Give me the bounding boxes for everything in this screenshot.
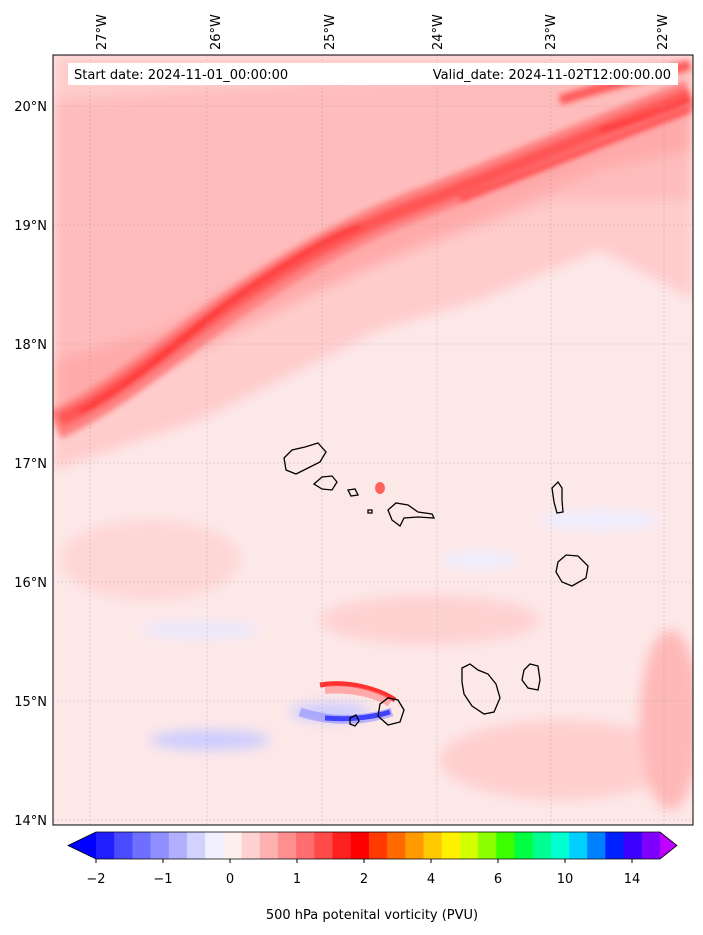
header-box (68, 63, 678, 85)
colorbar-segment (332, 832, 352, 859)
lon-label: 26°W (209, 14, 224, 50)
lon-label: 27°W (95, 14, 110, 50)
colorbar-segment (587, 832, 607, 859)
latitude-labels: 20°N 19°N 18°N 17°N 16°N 15°N 14°N (14, 100, 47, 829)
island-santo-antao (283, 442, 327, 475)
colorbar-tick-label: −2 (86, 872, 105, 887)
colorbar-extend-left (68, 832, 96, 859)
colorbar-segment (314, 832, 334, 859)
island-sal (551, 480, 564, 514)
start-date-label: Start date: 2024-11-01_00:00:00 (74, 68, 288, 83)
lon-label: 25°W (323, 14, 338, 50)
colorbar-title: 500 hPa potenital vorticity (PVU) (266, 908, 478, 923)
colorbar-segment (623, 832, 643, 859)
island-fogo (377, 697, 405, 726)
lat-label: 16°N (14, 576, 47, 591)
lat-label: 17°N (14, 457, 47, 472)
colorbar-tick-labels: −2 −1 0 1 2 4 6 10 14 (86, 872, 640, 887)
colorbar (67, 831, 678, 863)
lat-label: 14°N (14, 814, 47, 829)
island-brava (349, 714, 360, 727)
colorbar-segment (114, 832, 133, 859)
colorbar-segment (186, 832, 206, 859)
colorbar-tick-label: 4 (427, 872, 435, 887)
colorbar-segment (368, 832, 388, 859)
colorbar-segment (150, 832, 170, 859)
colorbar-segment (441, 832, 461, 859)
colorbar-tick-label: 1 (293, 872, 301, 887)
colorbar-tick-label: −1 (153, 872, 172, 887)
colorbar-segment (532, 832, 552, 859)
lat-label: 15°N (14, 695, 47, 710)
colorbar-segment (168, 832, 188, 859)
map-plot-area (53, 55, 693, 825)
colorbar-segment (514, 832, 534, 859)
colorbar-segment (132, 832, 152, 859)
longitude-labels: 27°W 26°W 25°W 24°W 23°W 22°W (95, 14, 671, 50)
colorbar-segment (223, 832, 243, 859)
colorbar-segment (405, 832, 425, 859)
colorbar-extend-right (660, 832, 677, 859)
island-ilheu (367, 509, 373, 514)
lon-label: 23°W (544, 14, 559, 50)
island-boa-vista (555, 554, 589, 587)
lat-label: 18°N (14, 338, 47, 353)
colorbar-segment (350, 832, 370, 859)
colorbar-segment (241, 832, 261, 859)
colorbar-tick-label: 14 (624, 872, 641, 887)
colorbar-segment (259, 832, 279, 859)
map-gridlines (53, 55, 693, 825)
colorbar-segment (387, 832, 406, 859)
island-santiago (461, 663, 501, 715)
colorbar-segment (459, 832, 479, 859)
lat-label: 20°N (14, 100, 47, 115)
lon-label: 22°W (656, 14, 671, 50)
colorbar-tick-label: 0 (226, 872, 234, 887)
colorbar-segment (569, 832, 588, 859)
colorbar-segment (550, 832, 570, 859)
pv-field-south (60, 510, 693, 810)
coastlines (283, 442, 589, 727)
colorbar-tick-label: 10 (557, 872, 574, 887)
colorbar-segment (605, 832, 625, 859)
colorbar-segment (296, 832, 315, 859)
colorbar-segment (205, 832, 224, 859)
colorbar-segment (496, 832, 516, 859)
colorbar-tick-label: 2 (360, 872, 368, 887)
island-sao-vicente (312, 475, 338, 491)
island-maio (521, 663, 541, 691)
colorbar-segment (478, 832, 497, 859)
island-santa-luzia (347, 488, 359, 497)
colorbar-segment (423, 832, 443, 859)
lon-label: 24°W (431, 14, 446, 50)
map-frame (52, 54, 694, 826)
lat-label: 19°N (14, 219, 47, 234)
valid-date-label: Valid_date: 2024-11-02T12:00:00.00 (433, 68, 671, 83)
island-sao-nicolau (387, 502, 436, 527)
colorbar-segment (641, 832, 661, 859)
colorbar-tick-label: 6 (494, 872, 502, 887)
colorbar-segment (96, 832, 115, 859)
colorbar-segment (277, 832, 297, 859)
